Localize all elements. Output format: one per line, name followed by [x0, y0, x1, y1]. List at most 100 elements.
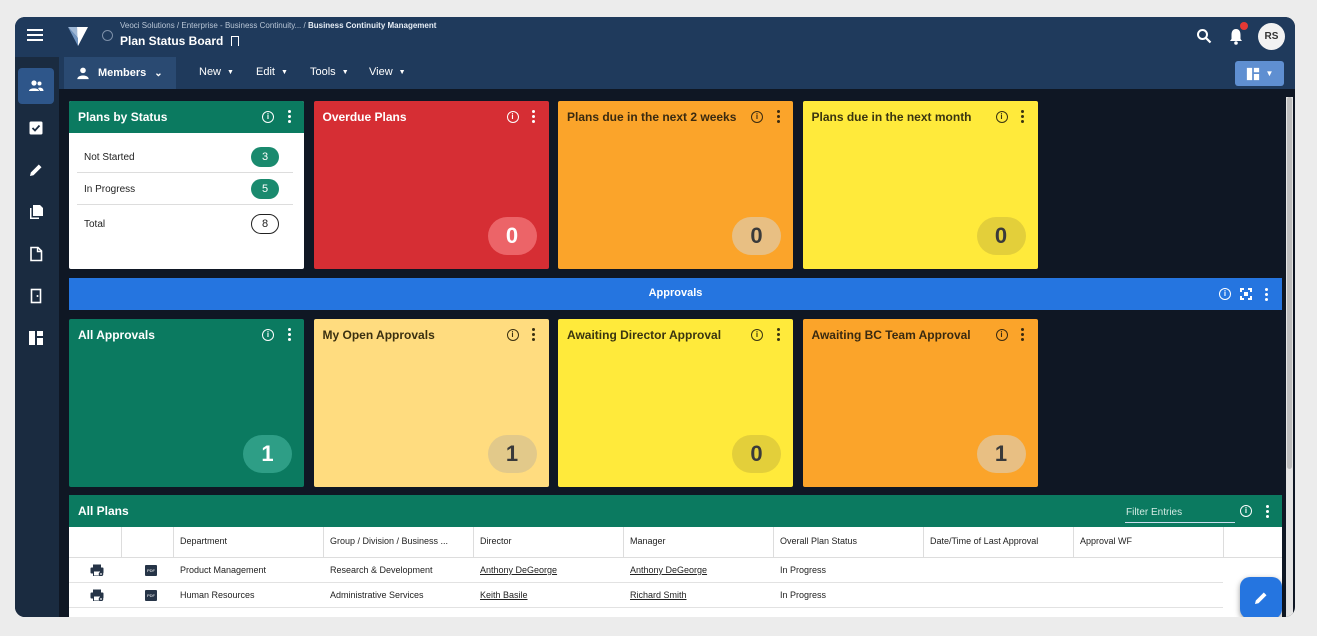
count-badge: 1 — [487, 435, 537, 473]
info-icon[interactable]: i — [751, 329, 763, 341]
bell-icon[interactable] — [1228, 27, 1244, 45]
kebab-menu-icon[interactable] — [287, 110, 291, 123]
breadcrumb-current[interactable]: Business Continuity Management — [307, 21, 437, 30]
status-row-not-started[interactable]: Not Started 3 — [77, 141, 293, 173]
expand-icon[interactable] — [1240, 288, 1252, 300]
print-icon[interactable] — [90, 589, 104, 601]
divider — [69, 557, 1282, 558]
print-icon[interactable] — [90, 564, 104, 576]
manager-link[interactable]: Richard Smith — [630, 590, 687, 600]
count-badge: 1 — [243, 435, 292, 473]
director-link[interactable]: Keith Basile — [480, 590, 528, 600]
kebab-menu-icon[interactable] — [1265, 505, 1269, 518]
avatar[interactable]: RS — [1258, 23, 1285, 50]
column-header[interactable]: Overall Plan Status — [774, 527, 924, 557]
director-link[interactable]: Anthony DeGeorge — [480, 565, 558, 575]
hamburger-menu-icon[interactable] — [27, 29, 43, 41]
column-header-pdf — [122, 527, 174, 557]
sidebar-item-tasks[interactable] — [18, 110, 54, 146]
table-row[interactable]: PDF Product Management Research & Develo… — [69, 558, 1223, 583]
kebab-menu-icon[interactable] — [532, 110, 536, 123]
sidebar-item-forms[interactable] — [18, 236, 54, 272]
sidebar-item-dashboards[interactable] — [18, 320, 54, 356]
pdf-icon[interactable]: PDF — [145, 565, 157, 576]
kebab-menu-icon[interactable] — [532, 328, 536, 341]
tile-title: Plans due in the next 2 weeks — [567, 110, 737, 124]
tile-plans-by-status[interactable]: Plans by Status i Not Started 3 In Progr… — [69, 101, 304, 269]
dashboard-tile[interactable]: Awaiting BC Team Approval i 1 — [802, 319, 1038, 487]
dashboard-tile[interactable]: Awaiting Director Approval i 0 — [558, 319, 793, 487]
info-icon[interactable]: i — [506, 329, 519, 341]
members-dropdown[interactable]: Members ⌄ — [64, 57, 176, 89]
kebab-menu-icon[interactable] — [287, 328, 291, 341]
manager-link[interactable]: Anthony DeGeorge — [630, 565, 708, 575]
column-header[interactable]: Date/Time of Last Approval — [924, 527, 1074, 557]
tile-title: Overdue Plans — [322, 110, 407, 124]
menu-edit[interactable]: Edit ▼ — [256, 66, 288, 78]
kebab-menu-icon[interactable] — [776, 328, 780, 341]
info-icon[interactable]: i — [262, 329, 274, 341]
dashboard-tile[interactable]: All Approvals i 1 — [69, 319, 304, 487]
dashboard-icon — [29, 331, 43, 345]
status-row-total[interactable]: Total 8 — [77, 208, 293, 240]
section-title: Approvals — [648, 287, 703, 299]
info-icon[interactable]: i — [995, 329, 1008, 341]
table-row[interactable]: PDF Human Resources Administrative Servi… — [69, 583, 1223, 608]
kebab-menu-icon[interactable] — [1264, 288, 1268, 301]
count-badge: 3 — [251, 147, 279, 167]
count-badge: 0 — [732, 217, 781, 255]
menu-view[interactable]: View ▼ — [369, 66, 406, 78]
status-row-in-progress[interactable]: In Progress 5 — [77, 173, 293, 205]
layout-switch-button[interactable]: ▼ — [1235, 61, 1284, 86]
tile-title: All Approvals — [78, 328, 155, 342]
sidebar-item-edit[interactable] — [18, 152, 54, 188]
count-badge: 0 — [487, 217, 537, 255]
column-header[interactable]: Department — [174, 527, 324, 557]
kebab-menu-icon[interactable] — [1021, 328, 1025, 341]
column-header[interactable]: Director — [474, 527, 624, 557]
table-header-bar: All Plans i — [69, 495, 1282, 527]
count-badge: 1 — [976, 435, 1026, 473]
sidebar-item-documents[interactable] — [18, 194, 54, 230]
kebab-menu-icon[interactable] — [1021, 110, 1025, 123]
edit-fab-button[interactable] — [1240, 577, 1282, 617]
dashboard-tile[interactable]: Overdue Plans i 0 — [313, 101, 549, 269]
column-header[interactable]: Manager — [624, 527, 774, 557]
info-icon[interactable]: i — [262, 111, 274, 123]
info-icon[interactable]: i — [1240, 505, 1252, 517]
count-badge: 0 — [732, 435, 781, 473]
top-bar: Veoci Solutions / Enterprise - Business … — [15, 17, 1295, 57]
sidebar-item-exit[interactable] — [18, 278, 54, 314]
column-header[interactable]: Approval WF — [1074, 527, 1224, 557]
veoci-logo[interactable] — [67, 25, 89, 47]
table-title: All Plans — [78, 504, 129, 518]
column-header[interactable]: Group / Division / Business ... — [324, 527, 474, 557]
sidebar-item-members[interactable] — [18, 68, 54, 104]
breadcrumb-item[interactable]: Veoci Solutions — [120, 21, 175, 30]
pencil-icon — [30, 164, 42, 176]
breadcrumb-item[interactable]: Enterprise - Business Continuity... — [181, 21, 302, 30]
column-header-print — [69, 527, 122, 557]
menu-new[interactable]: New ▼ — [199, 66, 234, 78]
form-icon — [30, 246, 43, 262]
pdf-icon[interactable]: PDF — [145, 590, 157, 601]
scrollbar-thumb[interactable] — [1287, 97, 1292, 469]
info-icon[interactable]: i — [1219, 288, 1231, 300]
approvals-section-header: Approvals i — [69, 278, 1282, 310]
filter-entries-input[interactable] — [1125, 502, 1235, 523]
sidebar — [15, 57, 59, 617]
menu-tools[interactable]: Tools ▼ — [310, 66, 349, 78]
bookmark-icon[interactable] — [231, 36, 240, 46]
page-title: Plan Status Board — [120, 34, 240, 48]
count-badge: 8 — [251, 214, 279, 234]
dashboard-tile[interactable]: Plans due in the next month i 0 — [802, 101, 1038, 269]
info-icon[interactable]: i — [995, 111, 1008, 123]
chevron-down-icon: ⌄ — [154, 67, 163, 79]
info-icon[interactable]: i — [506, 111, 519, 123]
info-icon[interactable]: i — [751, 111, 763, 123]
kebab-menu-icon[interactable] — [776, 110, 780, 123]
dashboard-tile[interactable]: Plans due in the next 2 weeks i 0 — [558, 101, 793, 269]
dashboard-tile[interactable]: My Open Approvals i 1 — [313, 319, 549, 487]
search-icon[interactable] — [1196, 28, 1212, 44]
caret-down-icon: ▼ — [227, 69, 234, 76]
